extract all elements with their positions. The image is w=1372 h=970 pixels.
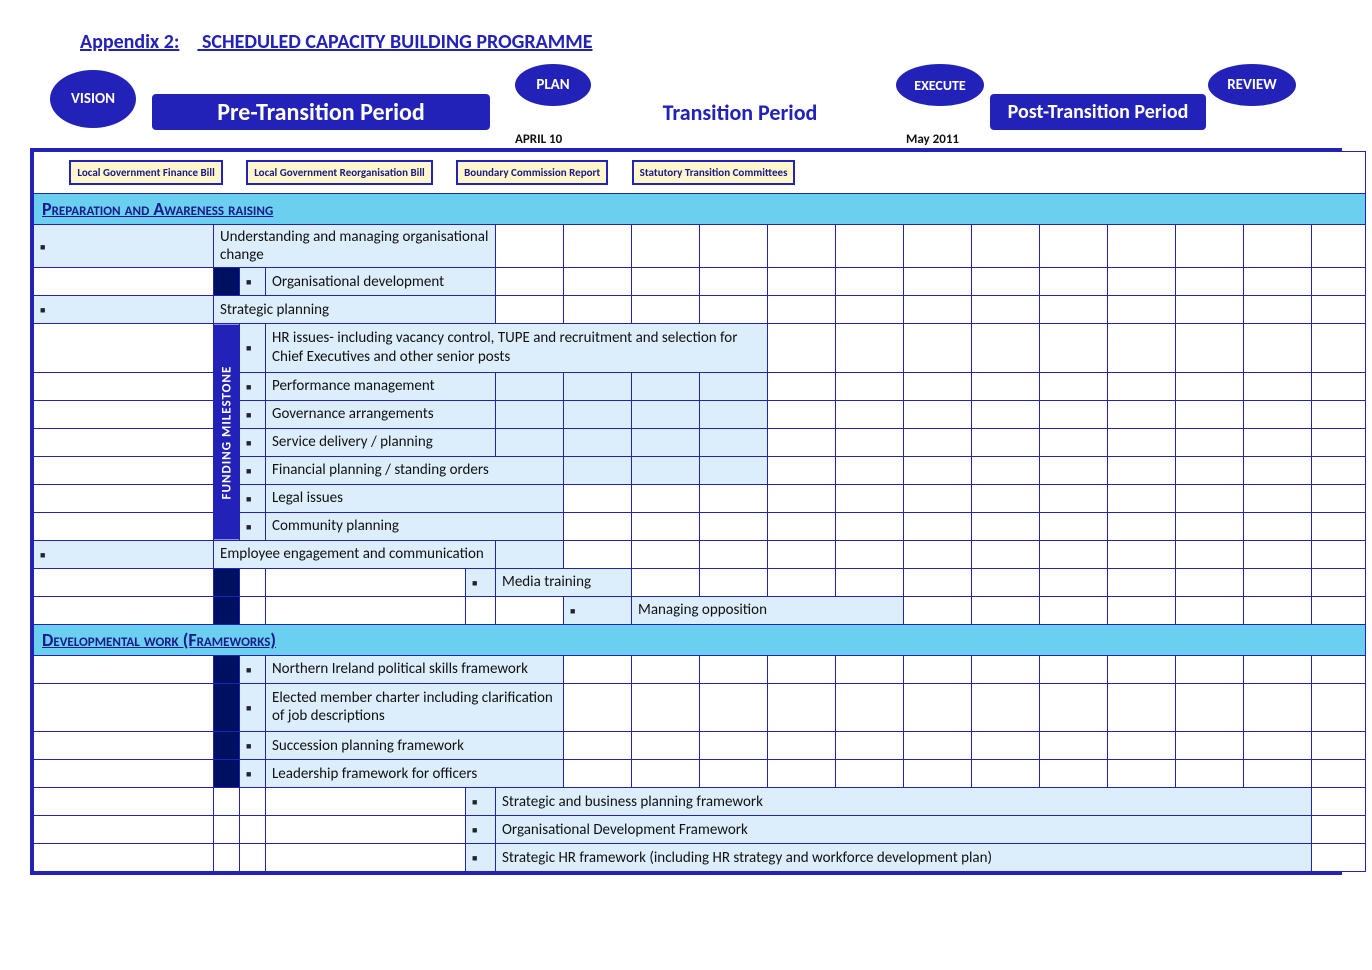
task-label: Governance arrangements: [266, 400, 496, 428]
table-row: Strategic HR framework (including HR str…: [34, 844, 1366, 872]
task-label: Understanding and managing organisationa…: [214, 225, 496, 268]
title-lead: Appendix 2:: [80, 30, 179, 54]
vision-oval: VISION: [50, 70, 136, 128]
table-row: Strategic planning: [34, 296, 1366, 324]
table-row: Media training: [34, 568, 1366, 596]
table-row: Leadership framework for officers: [34, 760, 1366, 788]
table-row: Managing opposition: [34, 596, 1366, 624]
task-label: Managing opposition: [632, 596, 904, 624]
funding-milestone-label: FUNDING MILESTONE: [214, 324, 240, 541]
task-label: Legal issues: [266, 484, 564, 512]
task-label: Organisational development: [266, 268, 496, 296]
task-label: Media training: [496, 568, 632, 596]
table-row: Employee engagement and communication: [34, 540, 1366, 568]
doc-box: Boundary Commission Report: [456, 160, 608, 185]
phase-trans: Transition Period: [600, 94, 880, 130]
task-label: Strategic HR framework (including HR str…: [496, 844, 1312, 872]
section-header: Developmental work (Frameworks): [34, 624, 1366, 655]
task-label: Elected member charter including clarifi…: [266, 683, 564, 732]
table-row: Northern Ireland political skills framew…: [34, 655, 1366, 683]
task-label: Succession planning framework: [266, 732, 564, 760]
task-label: Strategic planning: [214, 296, 496, 324]
task-label: Performance management: [266, 372, 496, 400]
task-label: Leadership framework for officers: [266, 760, 564, 788]
task-label: Financial planning / standing orders: [266, 456, 564, 484]
review-oval: REVIEW: [1208, 64, 1296, 106]
table-row: Understanding and managing organisationa…: [34, 225, 1366, 268]
doc-boxes-row: Local Government Finance Bill Local Gove…: [34, 152, 1366, 194]
section-header: Preparation and Awareness raising: [34, 194, 1366, 225]
gantt-table: Local Government Finance Bill Local Gove…: [33, 151, 1366, 872]
table-row: FUNDING MILESTONE HR issues- including v…: [34, 324, 1366, 373]
title-main: SCHEDULED CAPACITY BUILDING PROGRAMME: [202, 30, 593, 54]
task-label: Organisational Development Framework: [496, 816, 1312, 844]
task-label: Northern Ireland political skills framew…: [266, 655, 564, 683]
doc-box: Local Government Finance Bill: [69, 160, 222, 185]
phase-post: Post-Transition Period: [990, 94, 1206, 130]
task-label: HR issues- including vacancy control, TU…: [266, 324, 768, 373]
doc-box: Statutory Transition Committees: [632, 160, 796, 185]
task-label: Community planning: [266, 512, 564, 540]
page-title: Appendix 2: SCHEDULED CAPACITY BUILDING …: [80, 30, 1342, 54]
task-label: Service delivery / planning: [266, 428, 496, 456]
table-row: Succession planning framework: [34, 732, 1366, 760]
date-april: APRIL 10: [515, 132, 562, 147]
execute-oval: EXECUTE: [896, 64, 984, 106]
date-may: May 2011: [906, 132, 959, 147]
plan-oval: PLAN: [515, 64, 591, 106]
table-row: Elected member charter including clarifi…: [34, 683, 1366, 732]
table-row: Strategic and business planning framewor…: [34, 788, 1366, 816]
task-label: Strategic and business planning framewor…: [496, 788, 1312, 816]
gantt-sheet: Local Government Finance Bill Local Gove…: [30, 148, 1342, 875]
phase-pre: Pre-Transition Period: [152, 94, 490, 130]
phase-header: VISION Pre-Transition Period PLAN APRIL …: [30, 72, 1342, 140]
table-row: Organisational development: [34, 268, 1366, 296]
task-label: Employee engagement and communication: [214, 540, 496, 568]
doc-box: Local Government Reorganisation Bill: [246, 160, 433, 185]
table-row: Organisational Development Framework: [34, 816, 1366, 844]
